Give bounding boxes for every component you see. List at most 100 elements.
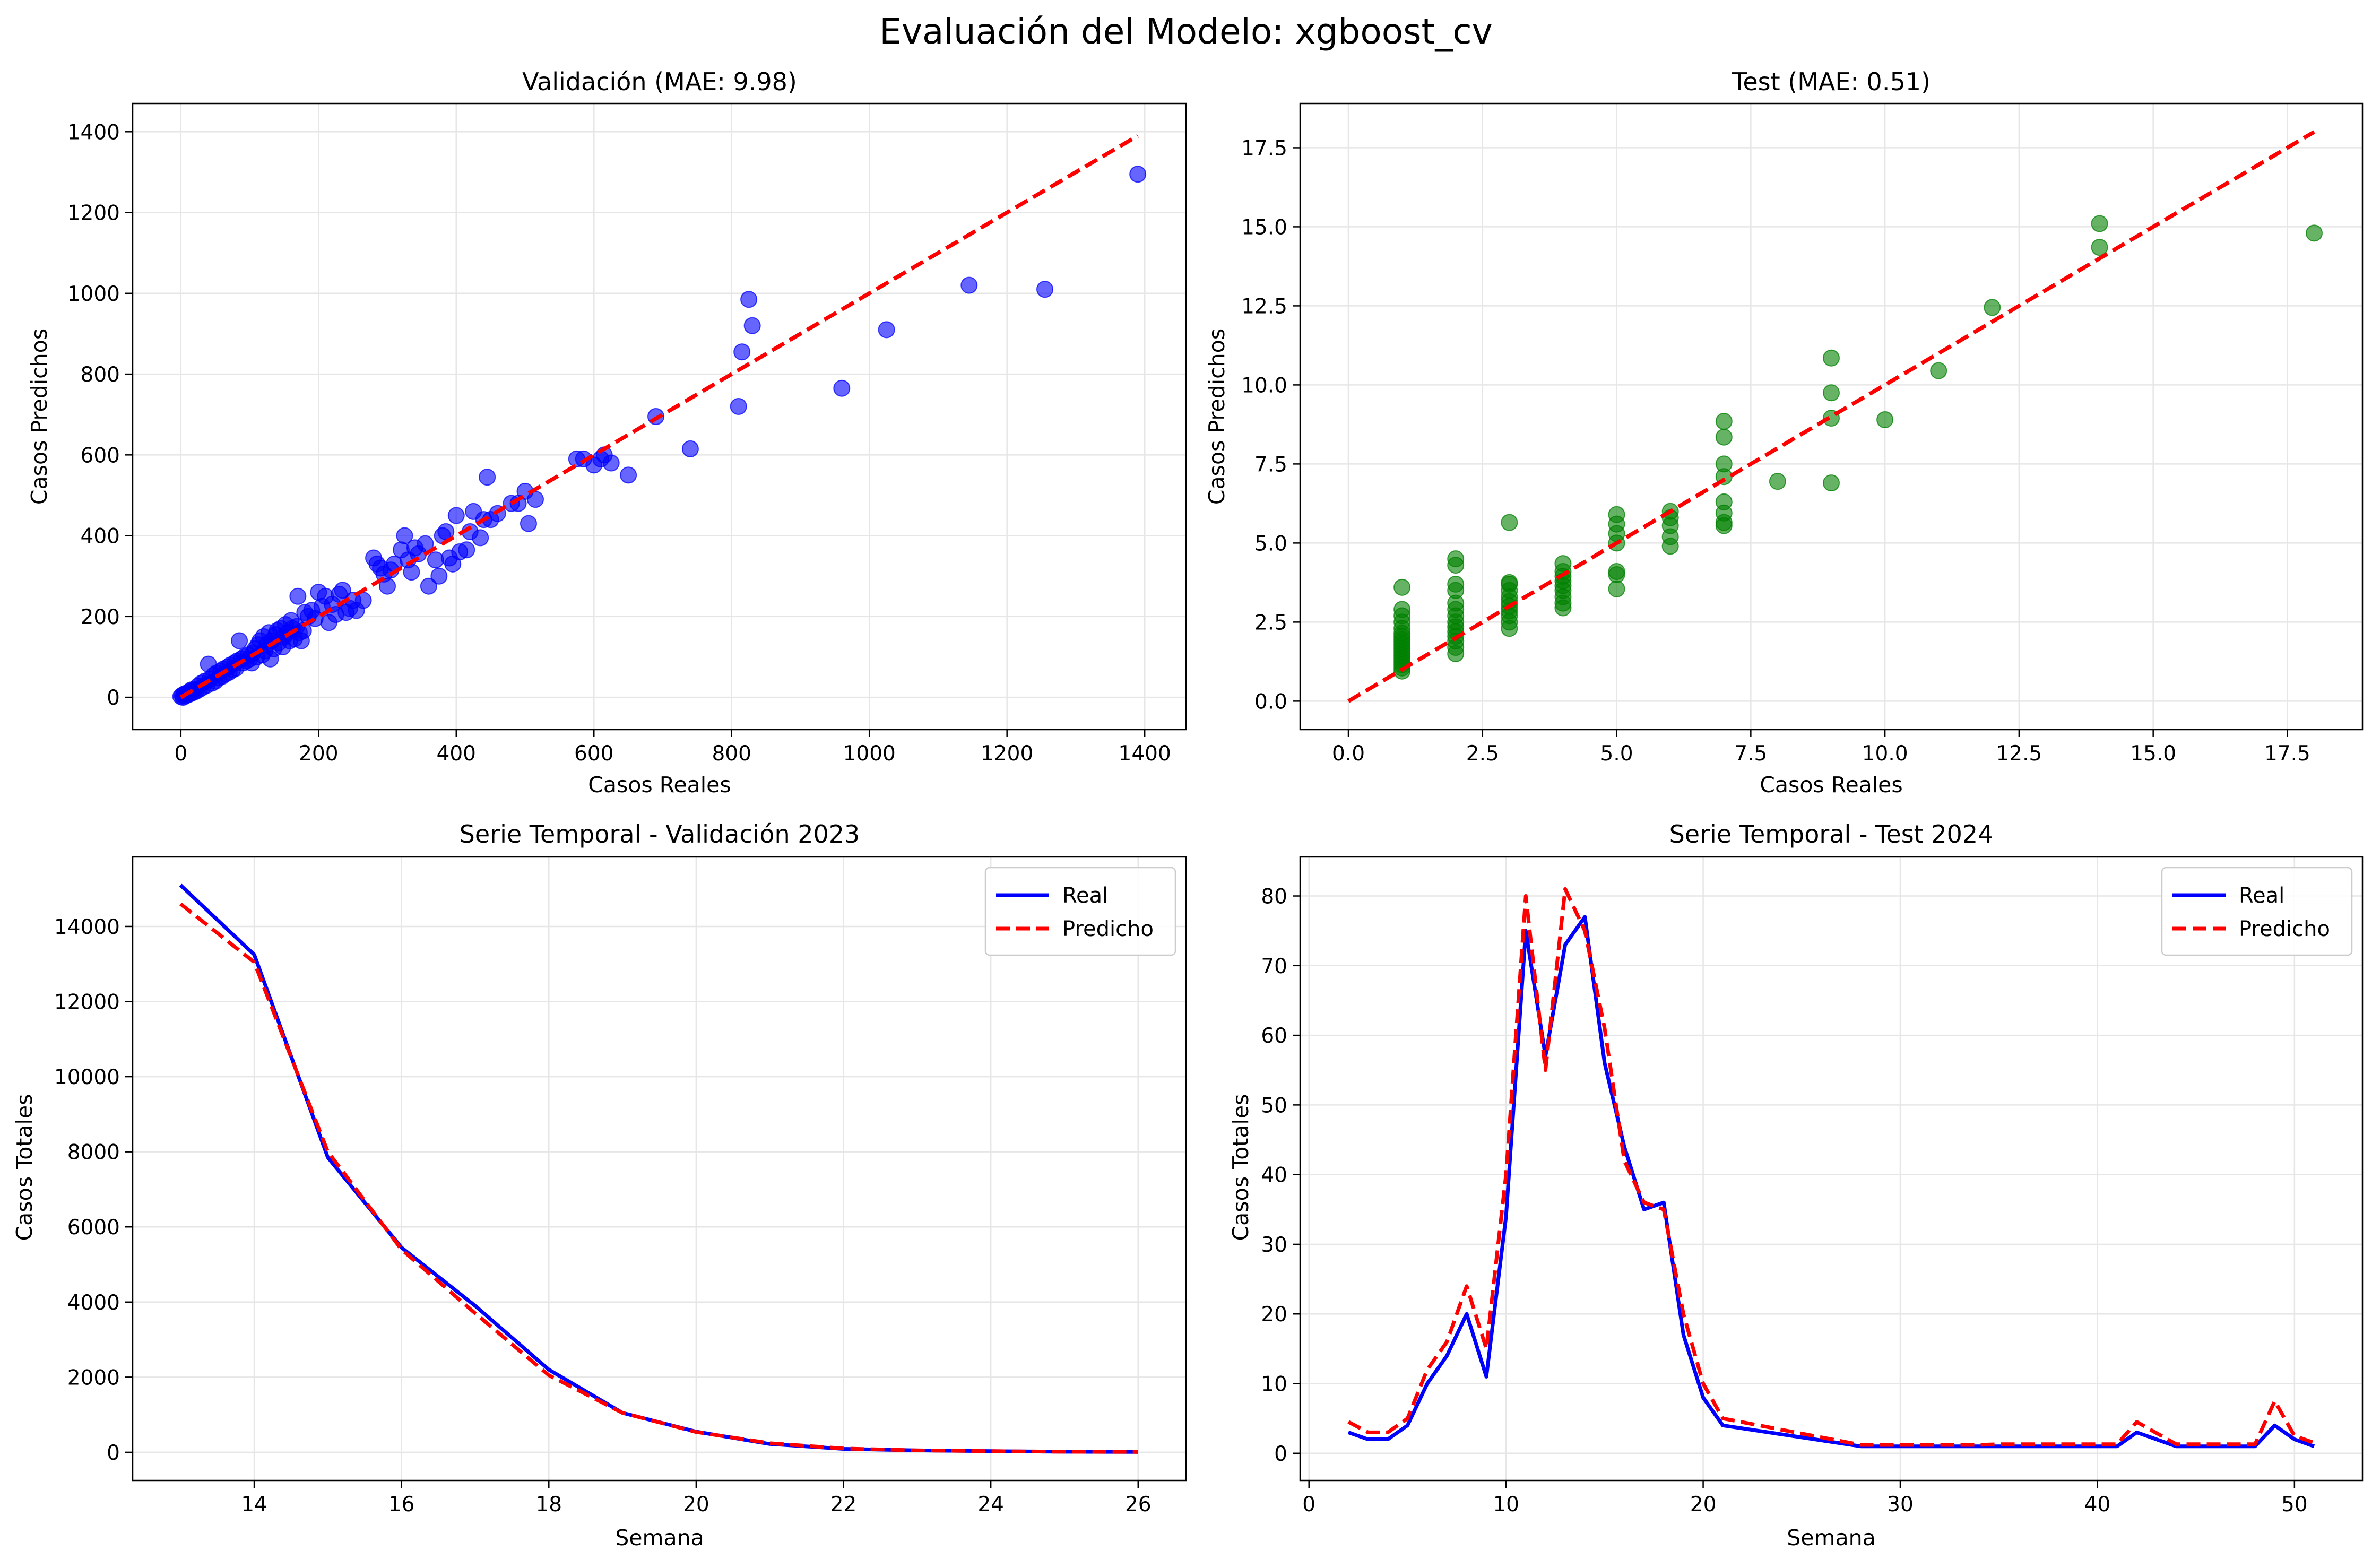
axes-frame (132, 856, 1187, 1482)
x-tick-label: 0 (174, 742, 187, 766)
data-point (1393, 601, 1411, 618)
data-point (430, 567, 448, 585)
panel-title-test-scatter: Test (MAE: 0.51) (1732, 67, 1931, 96)
legend-label-real: Real (2239, 883, 2284, 908)
data-point (458, 541, 475, 559)
data-point (1608, 563, 1625, 581)
x-tick-label: 26 (1125, 1493, 1152, 1517)
data-point (960, 276, 978, 294)
data-point (740, 291, 758, 308)
series-line-predicho (179, 902, 1138, 1454)
data-point (1447, 575, 1465, 593)
data-point (1715, 428, 1733, 446)
data-point (472, 529, 489, 547)
data-point (1036, 281, 1054, 298)
y-axis-label-validation-scatter: Casos Predichos (27, 328, 52, 505)
x-axis-label-test-scatter: Casos Reales (1760, 772, 1903, 798)
y-tick-label: 10000 (54, 1065, 120, 1089)
y-tick-label: 600 (81, 444, 120, 467)
y-tick-label: 4000 (67, 1291, 120, 1315)
data-point (1447, 550, 1465, 568)
figure-suptitle: Evaluación del Modelo: xgboost_cv (879, 11, 1492, 52)
y-axis-label-test-series: Casos Totales (1228, 1094, 1253, 1241)
data-point (833, 379, 851, 397)
data-point (289, 587, 307, 605)
data-point (1715, 455, 1733, 473)
data-point (396, 527, 413, 544)
y-tick-label: 30 (1261, 1233, 1287, 1257)
data-point (1501, 514, 1518, 531)
y-tick-label: 50 (1261, 1094, 1287, 1117)
y-tick-label: 60 (1261, 1024, 1287, 1048)
x-tick-label: 24 (977, 1493, 1004, 1517)
x-tick-label: 50 (2281, 1493, 2308, 1517)
data-point (2306, 224, 2323, 242)
y-tick-label: 15.0 (1241, 215, 1287, 239)
panel-validation-scatter: Validación (MAE: 9.98) Casos Reales Caso… (27, 67, 1187, 798)
panel-title-validation-scatter: Validación (MAE: 9.98) (522, 67, 797, 96)
data-point (1715, 412, 1733, 430)
data-point (1984, 299, 2001, 316)
x-tick-label: 12.5 (1996, 742, 2042, 766)
y-tick-label: 2000 (67, 1366, 120, 1390)
data-point (730, 397, 747, 415)
x-tick-label: 0.0 (1332, 742, 1365, 766)
panel-title-validation-series: Serie Temporal - Validación 2023 (460, 820, 860, 848)
panel-test-scatter: Test (MAE: 0.51) Casos Reales Casos Pred… (1204, 67, 2364, 798)
data-point (1823, 384, 1840, 402)
perfect-prediction-line (179, 134, 1139, 699)
x-tick-label: 18 (535, 1493, 562, 1517)
x-tick-label: 600 (574, 742, 613, 766)
x-tick-label: 800 (712, 742, 751, 766)
data-point (1554, 555, 1572, 573)
y-tick-label: 2.5 (1254, 611, 1287, 635)
x-tick-label: 10 (1493, 1493, 1519, 1517)
panel-validation-series: Serie Temporal - Validación 2023 Semana … (12, 820, 1187, 1550)
x-tick-label: 0 (1302, 1493, 1315, 1517)
x-tick-label: 14 (241, 1493, 267, 1517)
data-point (1608, 580, 1625, 597)
panel-test-series: Serie Temporal - Test 2024 Semana Casos … (1228, 820, 2364, 1550)
y-tick-label: 0 (107, 1441, 120, 1465)
legend: Real Predicho (984, 867, 1176, 956)
data-point (231, 632, 248, 649)
data-point (1129, 166, 1147, 183)
panel-title-test-series: Serie Temporal - Test 2024 (1669, 820, 1994, 848)
data-point (1823, 349, 1840, 367)
plot-area (179, 883, 1138, 1454)
data-point (379, 577, 396, 595)
data-point (1608, 506, 1625, 523)
data-point (334, 582, 351, 599)
legend-frame (984, 867, 1176, 956)
data-point (447, 507, 465, 524)
axes-frame (1299, 856, 2364, 1482)
y-tick-label: 200 (81, 605, 120, 629)
y-tick-label: 6000 (67, 1216, 120, 1240)
plot-area (1347, 130, 2323, 703)
data-point (1823, 474, 1840, 492)
y-tick-label: 0.0 (1254, 690, 1287, 714)
y-tick-label: 10 (1261, 1373, 1287, 1397)
y-tick-label: 12.5 (1241, 294, 1287, 318)
y-axis-label-validation-series: Casos Totales (12, 1094, 37, 1241)
data-point (2091, 215, 2108, 232)
data-point (620, 466, 637, 484)
data-point (681, 440, 699, 457)
data-point (602, 454, 620, 472)
data-point (1930, 362, 1947, 379)
x-tick-label: 400 (437, 742, 476, 766)
data-point (520, 515, 537, 532)
x-tick-label: 1400 (1119, 742, 1171, 766)
x-tick-label: 200 (299, 742, 338, 766)
x-tick-label: 1000 (843, 742, 896, 766)
y-tick-label: 400 (81, 525, 120, 549)
y-tick-label: 1400 (67, 120, 120, 144)
x-axis-label-validation-series: Semana (615, 1525, 704, 1550)
data-point (1769, 473, 1786, 490)
data-point (1715, 493, 1733, 510)
legend-label-predicho: Predicho (1062, 917, 1154, 941)
x-tick-label: 22 (830, 1493, 857, 1517)
data-point (403, 564, 420, 581)
x-tick-label: 17.5 (2264, 742, 2310, 766)
plot-area (1347, 887, 2315, 1449)
